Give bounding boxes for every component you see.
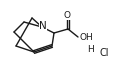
Text: O: O [63,11,71,20]
Text: OH: OH [80,33,94,43]
Text: N: N [39,21,47,31]
Text: H: H [88,45,94,53]
Text: Cl: Cl [100,48,109,58]
